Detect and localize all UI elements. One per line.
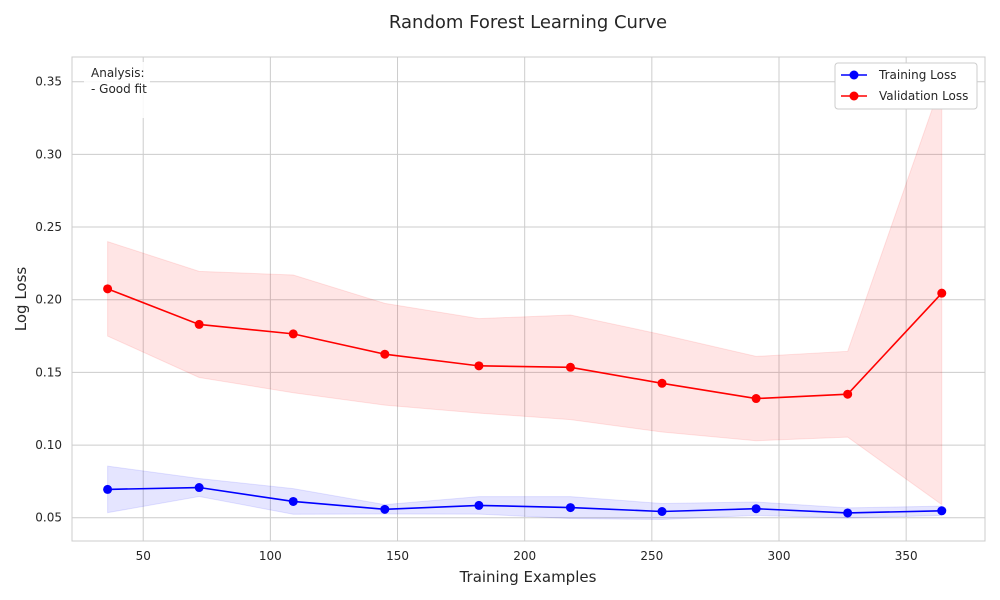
legend-label-training: Training Loss: [878, 68, 956, 82]
training-loss-point: [194, 483, 204, 493]
validation-loss-point: [565, 362, 575, 372]
x-tick-label: 300: [768, 549, 791, 563]
y-axis-label: Log Loss: [12, 267, 30, 332]
legend-box: [834, 62, 978, 110]
validation-loss-point: [657, 378, 667, 388]
validation-loss-point: [751, 394, 761, 404]
confidence-bands: [107, 81, 943, 520]
legend-marker-validation: [849, 91, 859, 101]
y-tick-labels: 0.05 0.10 0.15 0.20 0.25 0.30 0.35: [35, 75, 62, 525]
y-tick-label: 0.05: [35, 511, 62, 525]
y-tick-label: 0.20: [35, 293, 62, 307]
plot-frame: [71, 56, 986, 542]
validation-loss-line: [107, 288, 943, 400]
legend: Training Loss Validation Loss: [834, 62, 978, 110]
grid-y: [72, 81, 985, 519]
annotation-box: [84, 62, 150, 118]
legend-marker-training: [849, 70, 859, 80]
validation-loss-point: [288, 329, 298, 339]
training-loss-point: [937, 506, 947, 516]
training-loss-point: [288, 496, 298, 506]
analysis-annotation: Analysis: - Good fit: [84, 62, 150, 118]
annotation-line-1: Analysis:: [91, 66, 144, 80]
legend-label-validation: Validation Loss: [879, 89, 968, 103]
training-loss-point: [380, 504, 390, 514]
training-loss-point: [751, 504, 761, 514]
x-tick-label: 100: [259, 549, 282, 563]
validation-loss-point: [380, 349, 390, 359]
training-loss-point: [103, 484, 113, 494]
y-tick-label: 0.35: [35, 75, 62, 89]
training-loss-point: [843, 508, 853, 518]
training-loss-band: [107, 465, 943, 520]
y-tick-label: 0.30: [35, 147, 62, 161]
validation-loss-point: [474, 361, 484, 371]
training-loss-line: [107, 486, 942, 514]
plot-background: [72, 57, 985, 541]
x-axis-label: Training Examples: [459, 568, 597, 586]
x-tick-label: 200: [513, 549, 536, 563]
chart-title: Random Forest Learning Curve: [389, 12, 667, 33]
x-tick-label: 250: [640, 549, 663, 563]
x-tick-label: 150: [386, 549, 409, 563]
y-tick-label: 0.10: [35, 438, 62, 452]
validation-loss-point: [843, 389, 853, 399]
validation-loss-point: [103, 284, 113, 294]
grid-x: [142, 57, 907, 541]
annotation-line-2: - Good fit: [91, 82, 147, 96]
training-loss-point: [657, 506, 667, 516]
validation-loss-point: [194, 319, 204, 329]
series-points: [103, 284, 947, 518]
x-tick-labels: 50 100 150 200 250 300 350: [136, 549, 918, 563]
validation-loss-point: [937, 288, 947, 298]
plot-area: [71, 56, 986, 542]
series-lines: [107, 288, 943, 514]
x-tick-label: 50: [136, 549, 151, 563]
y-tick-label: 0.15: [35, 365, 62, 379]
validation-loss-band: [107, 81, 943, 506]
training-loss-point: [565, 503, 575, 513]
training-loss-point: [474, 500, 484, 510]
x-tick-label: 350: [895, 549, 918, 563]
y-tick-label: 0.25: [35, 220, 62, 234]
